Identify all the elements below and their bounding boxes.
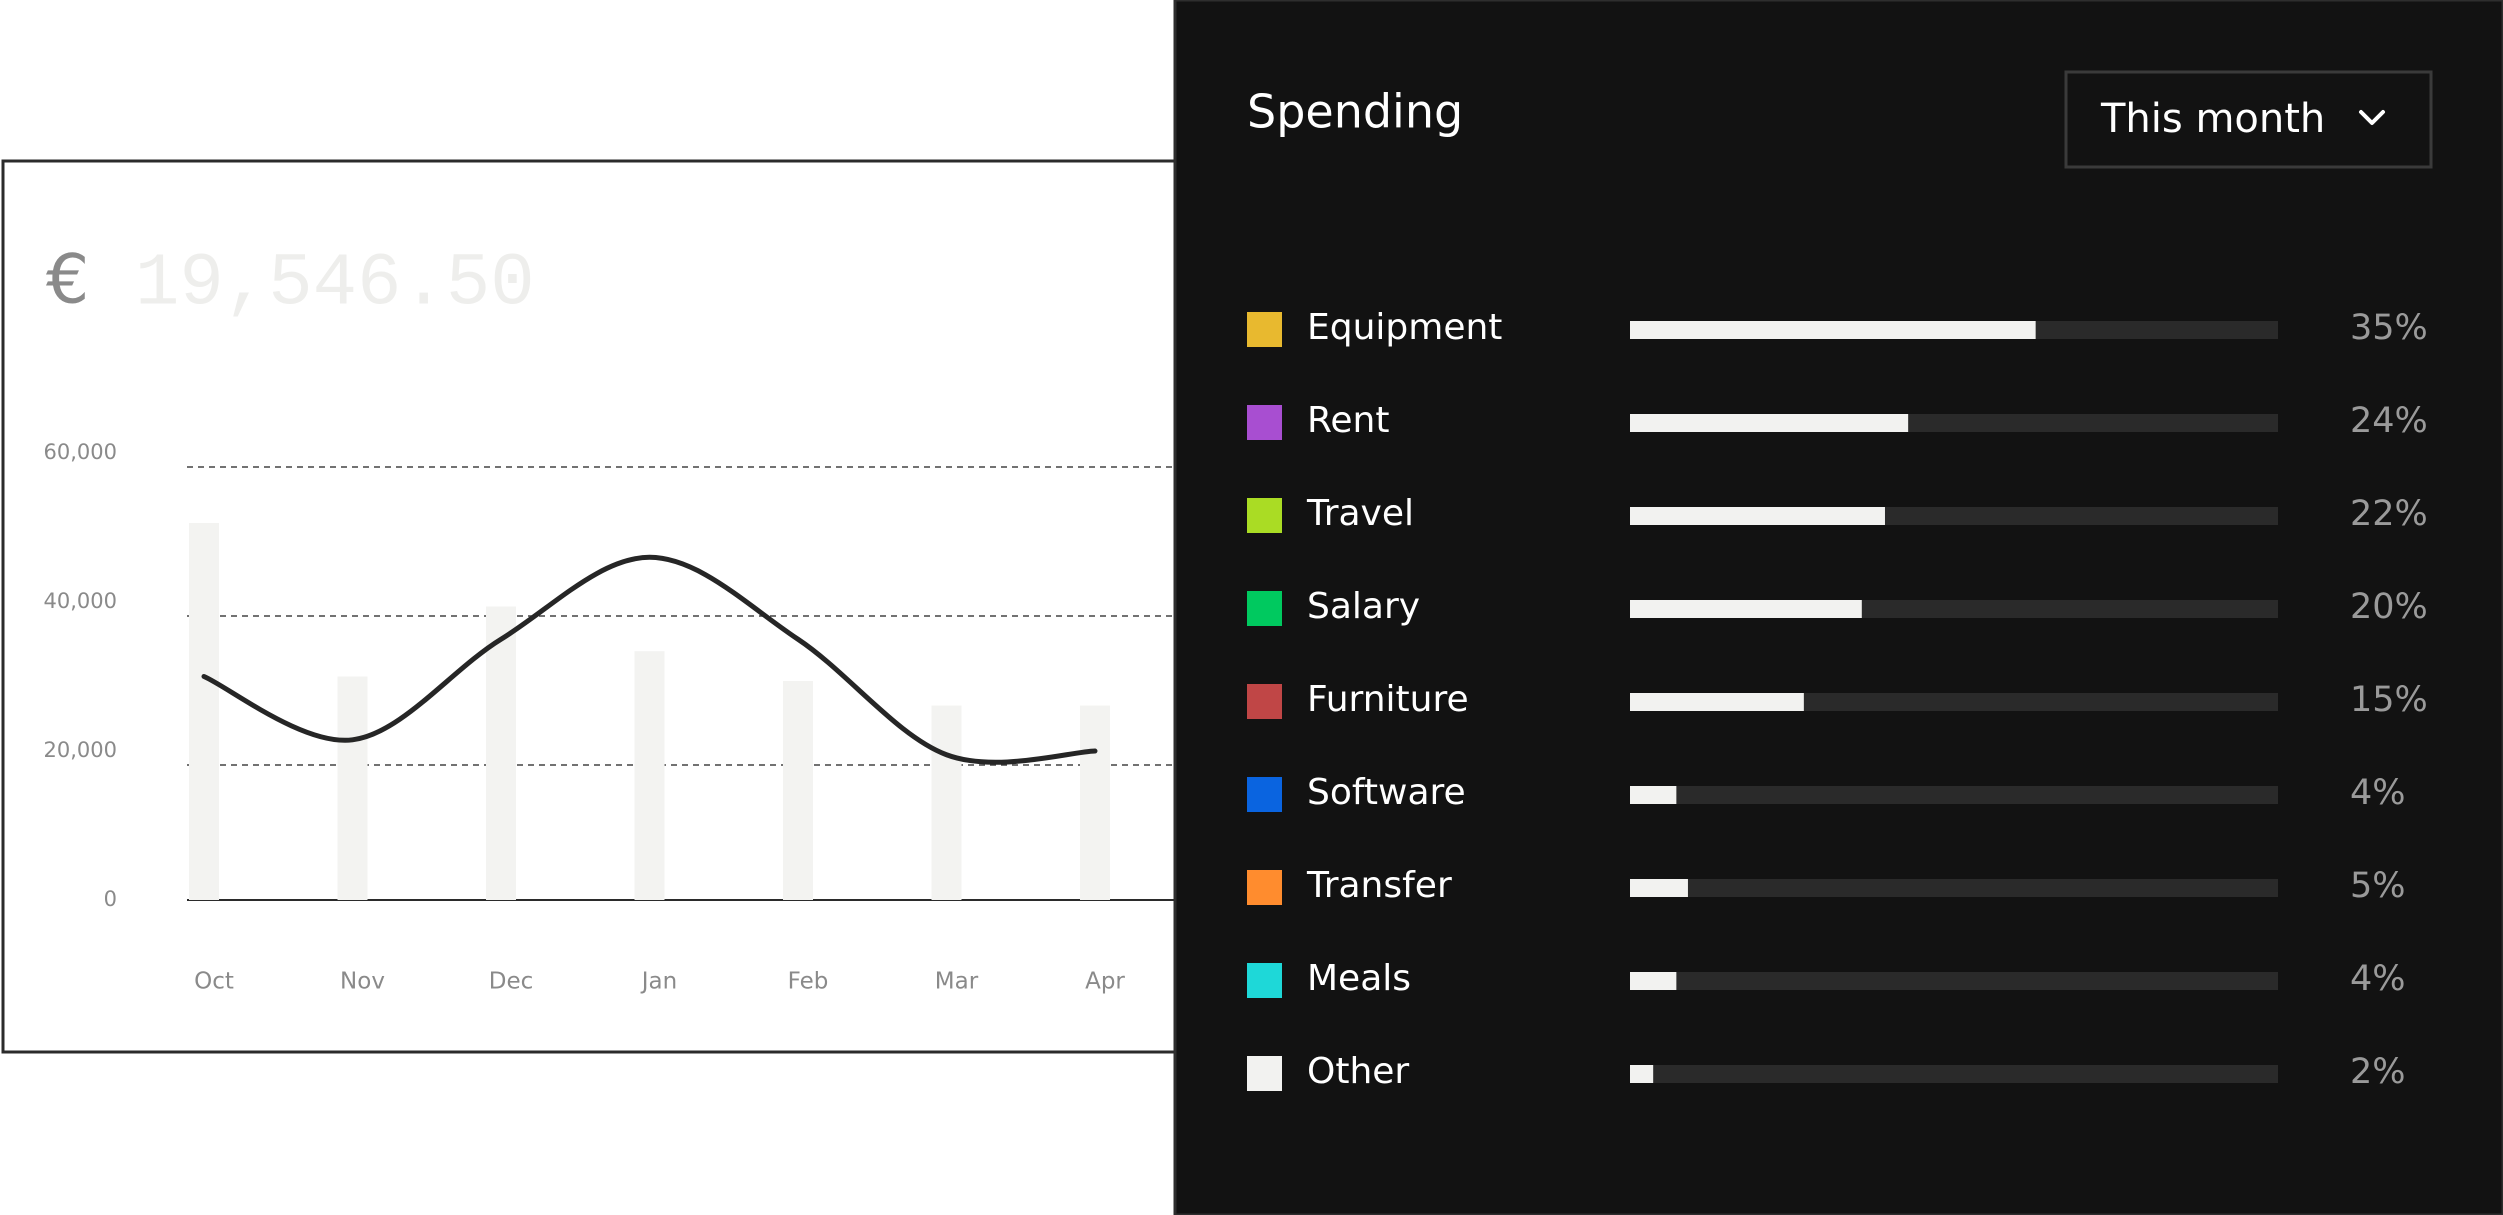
category-name: Software bbox=[1307, 772, 1466, 813]
bar bbox=[189, 523, 219, 900]
x-tick-label: Jan bbox=[640, 969, 677, 995]
bar bbox=[931, 705, 962, 900]
y-tick-label: 60,000 bbox=[44, 440, 117, 464]
bar-fill bbox=[1630, 879, 1688, 897]
category-row: Software 4% bbox=[1247, 772, 2406, 813]
bar-fill bbox=[1630, 693, 1804, 711]
bar bbox=[486, 606, 516, 900]
category-name: Other bbox=[1307, 1051, 1409, 1092]
category-row: Rent 24% bbox=[1247, 400, 2428, 441]
percent-label: 20% bbox=[2350, 587, 2428, 627]
percent-label: 2% bbox=[2350, 1052, 2406, 1092]
color-swatch bbox=[1247, 405, 1282, 440]
color-swatch bbox=[1247, 312, 1282, 347]
bar-track bbox=[1630, 879, 2278, 897]
color-swatch bbox=[1247, 963, 1282, 998]
percent-label: 35% bbox=[2350, 308, 2428, 348]
currency-symbol: € bbox=[46, 241, 89, 320]
category-row: Equipment 35% bbox=[1247, 307, 2428, 348]
bar bbox=[1080, 705, 1110, 900]
color-swatch bbox=[1247, 1056, 1282, 1091]
x-tick-label: Feb bbox=[788, 969, 829, 995]
chart-card bbox=[1, 159, 1405, 1054]
category-name: Meals bbox=[1307, 958, 1411, 999]
percent-label: 4% bbox=[2350, 773, 2406, 813]
bar-fill bbox=[1630, 1065, 1654, 1083]
category-name: Travel bbox=[1306, 493, 1414, 534]
x-tick-label: Oct bbox=[194, 969, 234, 995]
x-tick-label: Mar bbox=[935, 969, 979, 995]
bar-track bbox=[1630, 1065, 2278, 1083]
chevron-icon[interactable] bbox=[2359, 110, 2385, 125]
category-name: Furniture bbox=[1307, 679, 1469, 720]
trend-line bbox=[201, 554, 1098, 765]
panel-title: Spending bbox=[1247, 85, 1463, 139]
bar bbox=[634, 651, 665, 900]
category-row: Salary 20% bbox=[1247, 586, 2428, 627]
category-name: Equipment bbox=[1307, 307, 1502, 348]
bar bbox=[337, 676, 368, 900]
category-row: Furniture 15% bbox=[1247, 679, 2428, 720]
color-swatch bbox=[1247, 591, 1282, 626]
chart: 0 20,000 40,000 60,000 Oct Nov Dec Jan Feb Mar Apr bbox=[44, 440, 1175, 995]
category-name: Transfer bbox=[1306, 865, 1452, 906]
color-swatch bbox=[1247, 684, 1282, 719]
category-name: Rent bbox=[1307, 400, 1389, 441]
y-tick-label: 40,000 bbox=[44, 589, 117, 613]
y-tick-label: 0 bbox=[104, 887, 117, 911]
spending-list: Equipment 35% Rent 24% Travel 22% Salary 20% Fur… bbox=[1247, 307, 2428, 1092]
bar-fill bbox=[1630, 600, 1862, 618]
x-tick-label: Dec bbox=[489, 969, 534, 995]
color-swatch bbox=[1247, 498, 1282, 533]
category-row: Meals 4% bbox=[1247, 958, 2406, 999]
percent-label: 15% bbox=[2350, 680, 2428, 720]
x-tick-label: Nov bbox=[340, 969, 385, 995]
percent-label: 4% bbox=[2350, 959, 2406, 999]
color-swatch bbox=[1247, 777, 1282, 812]
bar-fill bbox=[1630, 786, 1677, 804]
bar-fill bbox=[1630, 414, 1909, 432]
category-name: Salary bbox=[1307, 586, 1420, 627]
x-tick-label: Apr bbox=[1085, 969, 1125, 995]
y-tick-label: 20,000 bbox=[44, 738, 117, 762]
period-dropdown[interactable]: This month bbox=[2064, 70, 2433, 169]
bar bbox=[783, 680, 813, 900]
percent-label: 24% bbox=[2350, 401, 2428, 441]
percent-label: 5% bbox=[2350, 866, 2406, 906]
dropdown-label[interactable]: This month bbox=[2100, 96, 2325, 142]
bar-track bbox=[1630, 786, 2278, 804]
bar-fill bbox=[1630, 972, 1677, 990]
category-row: Travel 22% bbox=[1247, 493, 2428, 534]
bar-track bbox=[1630, 972, 2278, 990]
color-swatch bbox=[1247, 870, 1282, 905]
bar-fill bbox=[1630, 321, 2036, 339]
category-row: Transfer 5% bbox=[1247, 865, 2406, 906]
percent-label: 22% bbox=[2350, 494, 2428, 534]
balance-amount: 19,546.50 bbox=[135, 243, 535, 327]
category-row: Other 2% bbox=[1247, 1051, 2406, 1092]
bar-fill bbox=[1630, 507, 1885, 525]
